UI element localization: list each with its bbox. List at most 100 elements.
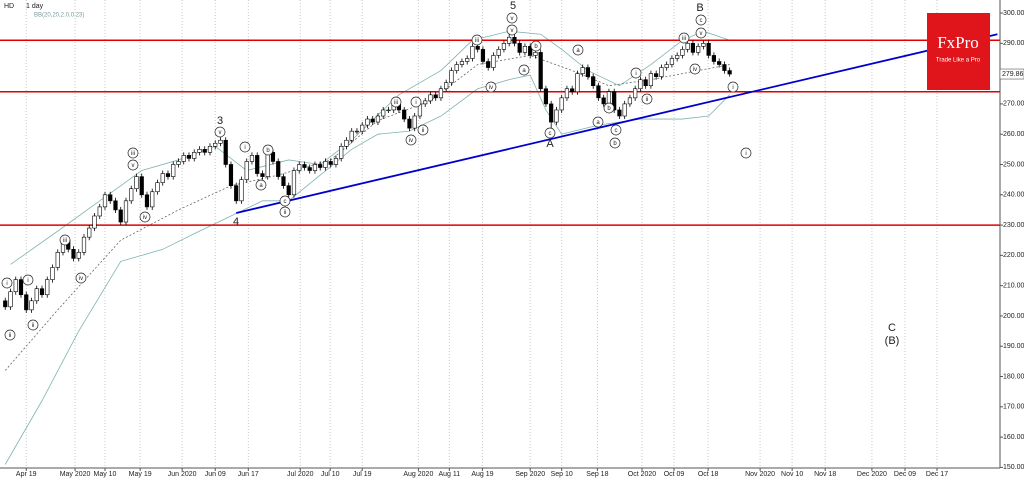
wave-label: iv xyxy=(693,67,697,73)
wave-circle xyxy=(485,81,497,93)
candle-body xyxy=(260,173,265,177)
price-tag xyxy=(999,68,1024,80)
candle-body xyxy=(554,109,559,123)
wave-circle xyxy=(695,14,707,26)
wave-label: i xyxy=(745,151,746,157)
wave-label: iii xyxy=(63,238,67,244)
y-tick-label: 230.00 xyxy=(1003,222,1024,229)
timeframe: 1 day xyxy=(26,3,44,10)
wave-label: i xyxy=(6,281,7,287)
candle-body xyxy=(685,43,690,50)
candle-body xyxy=(591,76,596,87)
x-tick-label: Aug 11 xyxy=(439,471,461,478)
x-tick-label: Jul 2020 xyxy=(287,471,314,478)
candle-body xyxy=(617,109,622,117)
candle-body xyxy=(307,167,312,171)
candle-body xyxy=(643,79,648,87)
candle-body xyxy=(113,200,118,211)
x-tick-label: May 2020 xyxy=(60,471,91,478)
y-tick-label: 200.00 xyxy=(1003,313,1024,320)
candle-body xyxy=(365,118,370,126)
wave-degree-label: 4 xyxy=(233,216,239,228)
logo-tagline: Trade Like a Pro xyxy=(936,58,981,64)
x-tick-label: Sep 2020 xyxy=(515,471,545,478)
x-tick-label: Apr 19 xyxy=(16,471,37,478)
candle-body xyxy=(123,200,129,223)
candle-body xyxy=(360,124,365,132)
x-tick-label: Sep 18 xyxy=(586,471,608,478)
wave-label: ii xyxy=(422,128,425,134)
x-tick-label: Aug 2020 xyxy=(403,471,433,478)
wave-label: ii xyxy=(9,333,12,339)
candle-body xyxy=(638,79,643,90)
wave-degree-label: (B) xyxy=(885,335,900,347)
candle-body xyxy=(192,152,197,159)
candle-body xyxy=(407,118,412,129)
x-tick-label: Dec 17 xyxy=(926,471,948,478)
candle-body xyxy=(55,252,60,268)
wave-circle xyxy=(22,274,34,286)
candle-body xyxy=(118,209,123,223)
candle-body xyxy=(549,103,554,123)
candle-body xyxy=(312,164,318,171)
candle-body xyxy=(517,43,522,53)
wave-degree-label: 5 xyxy=(510,0,516,12)
candle-body xyxy=(538,52,543,90)
y-tick-label: 240.00 xyxy=(1003,192,1024,199)
candle-body xyxy=(675,55,680,59)
candle-body xyxy=(375,115,381,123)
wave-circle xyxy=(603,102,615,114)
wave-circle xyxy=(572,44,584,56)
wave-circle xyxy=(678,32,690,44)
wave-circle xyxy=(410,96,422,108)
y-tick-label: 220.00 xyxy=(1003,252,1024,259)
wave-circle xyxy=(127,159,139,171)
candle-body xyxy=(244,161,249,180)
logo-title: FxPro xyxy=(937,33,979,52)
candle-body xyxy=(181,155,186,162)
candle-body xyxy=(585,67,591,77)
candle-body xyxy=(81,236,87,253)
candle-body xyxy=(39,288,45,296)
candle-body xyxy=(265,152,270,177)
wave-circle xyxy=(506,24,518,36)
candle-body xyxy=(24,294,29,311)
candle-body xyxy=(438,88,444,99)
candle-body xyxy=(150,191,155,208)
candle-body xyxy=(486,61,491,68)
candle-body xyxy=(690,43,696,53)
candle-body xyxy=(654,73,659,77)
candle-body xyxy=(601,97,606,105)
candle-body xyxy=(239,179,244,202)
candle-body xyxy=(281,176,286,186)
x-tick-label: Dec 2020 xyxy=(857,471,887,478)
wave-label: a xyxy=(522,68,526,74)
candle-body xyxy=(612,91,617,111)
candle-body xyxy=(402,109,407,120)
wave-circle xyxy=(506,12,518,24)
candle-body xyxy=(71,248,76,259)
wave-label: v xyxy=(511,28,514,34)
wave-circle xyxy=(689,63,701,75)
candle-body xyxy=(575,73,580,93)
wave-circle xyxy=(139,211,151,223)
candle-body xyxy=(165,173,171,177)
candle-body xyxy=(155,182,160,193)
x-tick-label: Jun 17 xyxy=(238,471,259,478)
candle-body xyxy=(722,64,727,71)
y-tick-label: 290.00 xyxy=(1003,40,1024,47)
candle-body xyxy=(528,46,533,56)
wave-label: ii xyxy=(284,210,287,216)
wave-circle xyxy=(214,126,226,138)
candle-body xyxy=(491,55,496,68)
wave-degree-label: C xyxy=(888,322,896,334)
wave-circle xyxy=(390,96,402,108)
wave-circle xyxy=(544,127,556,139)
candle-body xyxy=(507,36,512,44)
wave-label: c xyxy=(615,128,618,134)
candle-body xyxy=(349,130,354,141)
wave-label: iv xyxy=(409,138,413,144)
candle-body xyxy=(444,82,449,90)
